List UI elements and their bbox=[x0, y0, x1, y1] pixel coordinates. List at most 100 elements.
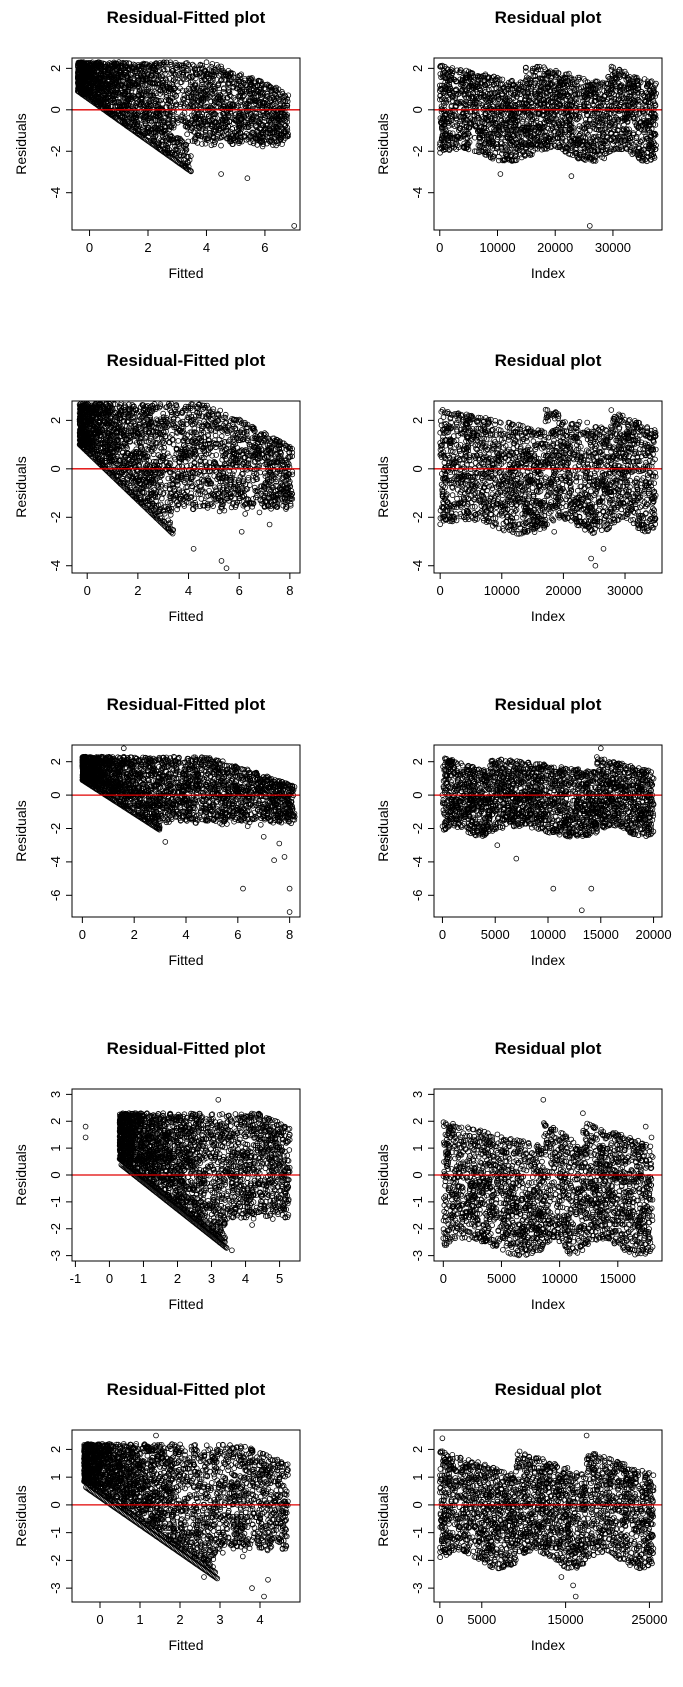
data-point bbox=[559, 75, 566, 81]
data-point bbox=[150, 80, 156, 87]
data-point bbox=[186, 122, 193, 128]
data-point bbox=[538, 142, 544, 149]
data-point bbox=[192, 138, 198, 145]
data-point bbox=[185, 90, 191, 96]
data-point bbox=[180, 100, 186, 107]
data-point bbox=[443, 116, 450, 122]
data-point bbox=[489, 155, 496, 162]
data-point bbox=[281, 121, 287, 128]
data-point bbox=[625, 110, 632, 116]
data-point bbox=[250, 140, 257, 147]
data-point bbox=[464, 141, 471, 147]
data-point bbox=[209, 61, 216, 67]
data-point bbox=[96, 84, 103, 90]
chart-title: Residual plot bbox=[495, 8, 602, 27]
data-point bbox=[547, 138, 554, 144]
data-point bbox=[608, 67, 615, 73]
data-point bbox=[560, 89, 567, 96]
data-point bbox=[219, 98, 226, 104]
data-point bbox=[512, 89, 519, 96]
data-point bbox=[263, 93, 270, 100]
data-point bbox=[243, 107, 250, 114]
data-point bbox=[273, 84, 279, 91]
data-point bbox=[608, 103, 615, 109]
data-point bbox=[132, 80, 139, 87]
data-point bbox=[581, 100, 588, 107]
data-point bbox=[127, 66, 133, 72]
data-point bbox=[638, 157, 645, 164]
data-point bbox=[269, 139, 275, 145]
data-point bbox=[183, 87, 190, 94]
data-point bbox=[499, 81, 506, 88]
data-point bbox=[200, 117, 207, 124]
data-point bbox=[212, 139, 218, 145]
data-point bbox=[573, 136, 579, 143]
data-point bbox=[137, 72, 144, 79]
data-point bbox=[537, 66, 544, 73]
data-point bbox=[185, 62, 192, 68]
data-point bbox=[110, 96, 116, 102]
data-point bbox=[212, 110, 218, 117]
data-point bbox=[267, 84, 274, 90]
data-point bbox=[499, 76, 506, 83]
data-point bbox=[539, 139, 546, 145]
data-point bbox=[211, 141, 218, 148]
data-point bbox=[495, 157, 502, 164]
data-point bbox=[472, 94, 479, 100]
data-point bbox=[638, 91, 645, 97]
data-point bbox=[522, 131, 529, 138]
data-point bbox=[247, 97, 254, 103]
data-point bbox=[204, 137, 210, 144]
data-point bbox=[85, 88, 91, 95]
data-point bbox=[199, 81, 205, 88]
data-point bbox=[562, 71, 569, 78]
data-point bbox=[502, 144, 509, 151]
data-point bbox=[218, 63, 224, 70]
data-point bbox=[245, 97, 252, 103]
data-point bbox=[471, 148, 478, 155]
data-point bbox=[528, 90, 535, 97]
data-point bbox=[620, 126, 626, 132]
data-point bbox=[495, 93, 502, 99]
data-point bbox=[161, 86, 167, 92]
data-point bbox=[585, 82, 592, 88]
data-point bbox=[557, 131, 563, 137]
data-point bbox=[621, 137, 628, 143]
data-point bbox=[202, 77, 208, 83]
data-point bbox=[256, 86, 262, 93]
data-point bbox=[570, 142, 577, 148]
data-point bbox=[604, 140, 610, 147]
data-point bbox=[212, 118, 219, 125]
data-point bbox=[143, 92, 149, 99]
data-point bbox=[623, 129, 629, 135]
data-point bbox=[488, 79, 495, 86]
data-point bbox=[269, 116, 275, 122]
data-point bbox=[109, 72, 115, 78]
data-point bbox=[262, 125, 268, 131]
data-point bbox=[180, 142, 187, 149]
data-point bbox=[439, 62, 446, 69]
data-point bbox=[562, 149, 568, 155]
data-point bbox=[208, 142, 215, 149]
data-point bbox=[189, 99, 196, 105]
data-point bbox=[190, 79, 196, 85]
x-tick-label: 2 bbox=[144, 240, 151, 255]
data-point bbox=[260, 131, 267, 138]
data-point bbox=[122, 85, 129, 91]
data-point bbox=[440, 125, 447, 131]
data-point bbox=[180, 118, 187, 124]
data-point bbox=[628, 140, 635, 146]
data-point bbox=[280, 107, 286, 114]
data-point bbox=[503, 82, 510, 88]
data-point bbox=[98, 60, 104, 66]
data-point bbox=[536, 63, 543, 70]
data-point bbox=[530, 108, 536, 115]
data-point bbox=[591, 148, 598, 155]
data-point bbox=[218, 66, 225, 72]
data-point bbox=[598, 97, 604, 103]
data-point bbox=[584, 88, 591, 94]
data-point bbox=[624, 74, 631, 81]
data-point bbox=[525, 102, 531, 108]
data-point bbox=[576, 105, 583, 112]
